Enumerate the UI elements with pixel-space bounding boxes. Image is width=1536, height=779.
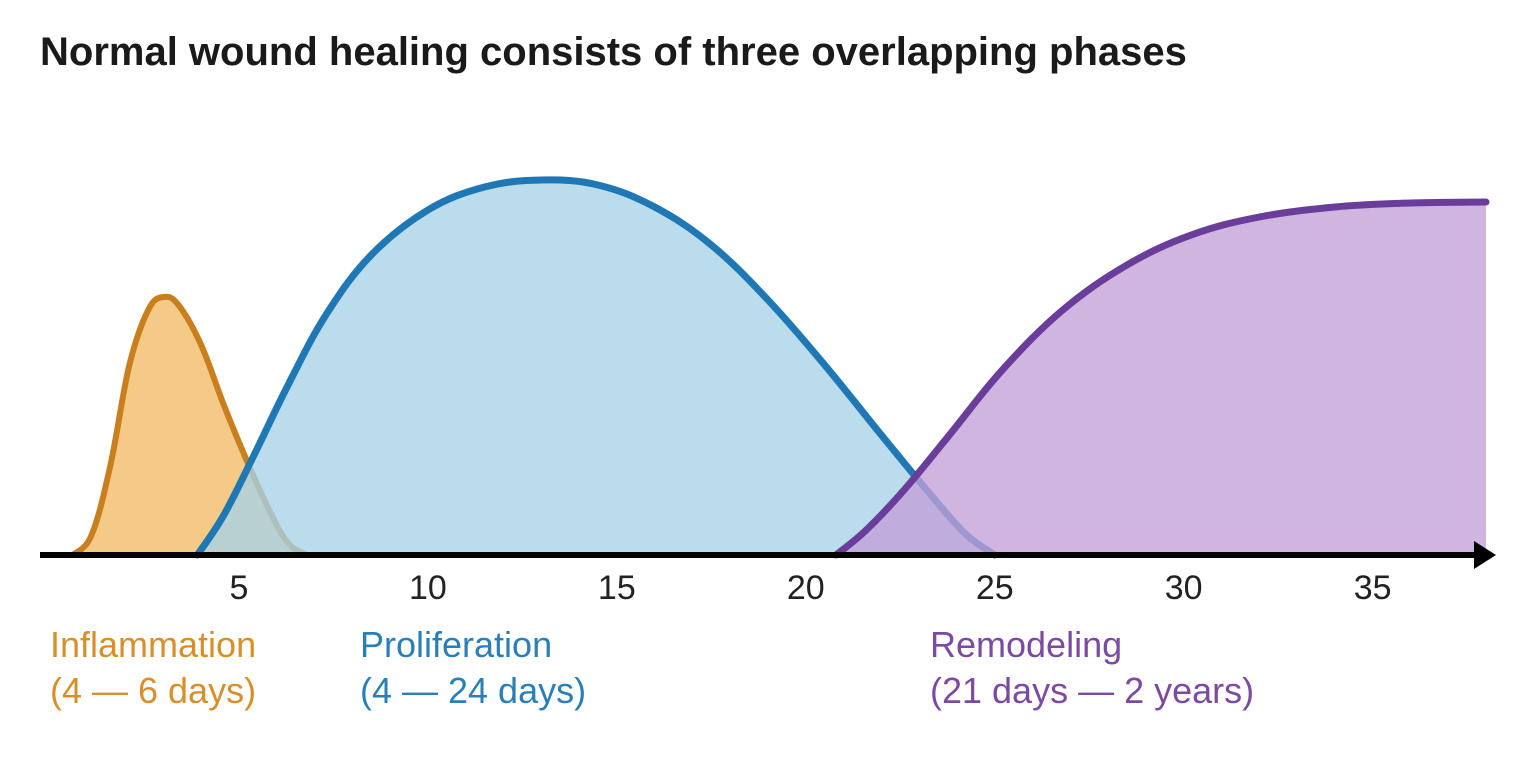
x-tick-label: 20: [787, 569, 825, 607]
x-tick-label: 30: [1165, 569, 1203, 607]
page: Normal wound healing consists of three o…: [0, 0, 1536, 779]
phase-sublabel-inflammation: (4 — 6 days): [50, 670, 256, 711]
phase-label-remodeling: Remodeling: [930, 624, 1122, 665]
wound-healing-chart: 5 10 15 20 25 30 35 Inflammation (4 — 6 days) Pro…: [30, 75, 1506, 755]
phase-sublabel-proliferation: (4 — 24 days): [360, 670, 586, 711]
phase-sublabel-remodeling: (21 days — 2 years): [930, 670, 1254, 711]
x-tick-label: 25: [976, 569, 1014, 607]
chart-container: 5 10 15 20 25 30 35 Inflammation (4 — 6 days) Pro…: [30, 75, 1506, 755]
x-tick-label: 5: [229, 569, 248, 607]
x-tick-label: 35: [1354, 569, 1392, 607]
phase-label-inflammation: Inflammation: [50, 624, 256, 665]
chart-title: Normal wound healing consists of three o…: [40, 30, 1506, 75]
x-tick-label: 15: [598, 569, 636, 607]
x-tick-label: 10: [409, 569, 447, 607]
phase-label-proliferation: Proliferation: [360, 624, 552, 665]
